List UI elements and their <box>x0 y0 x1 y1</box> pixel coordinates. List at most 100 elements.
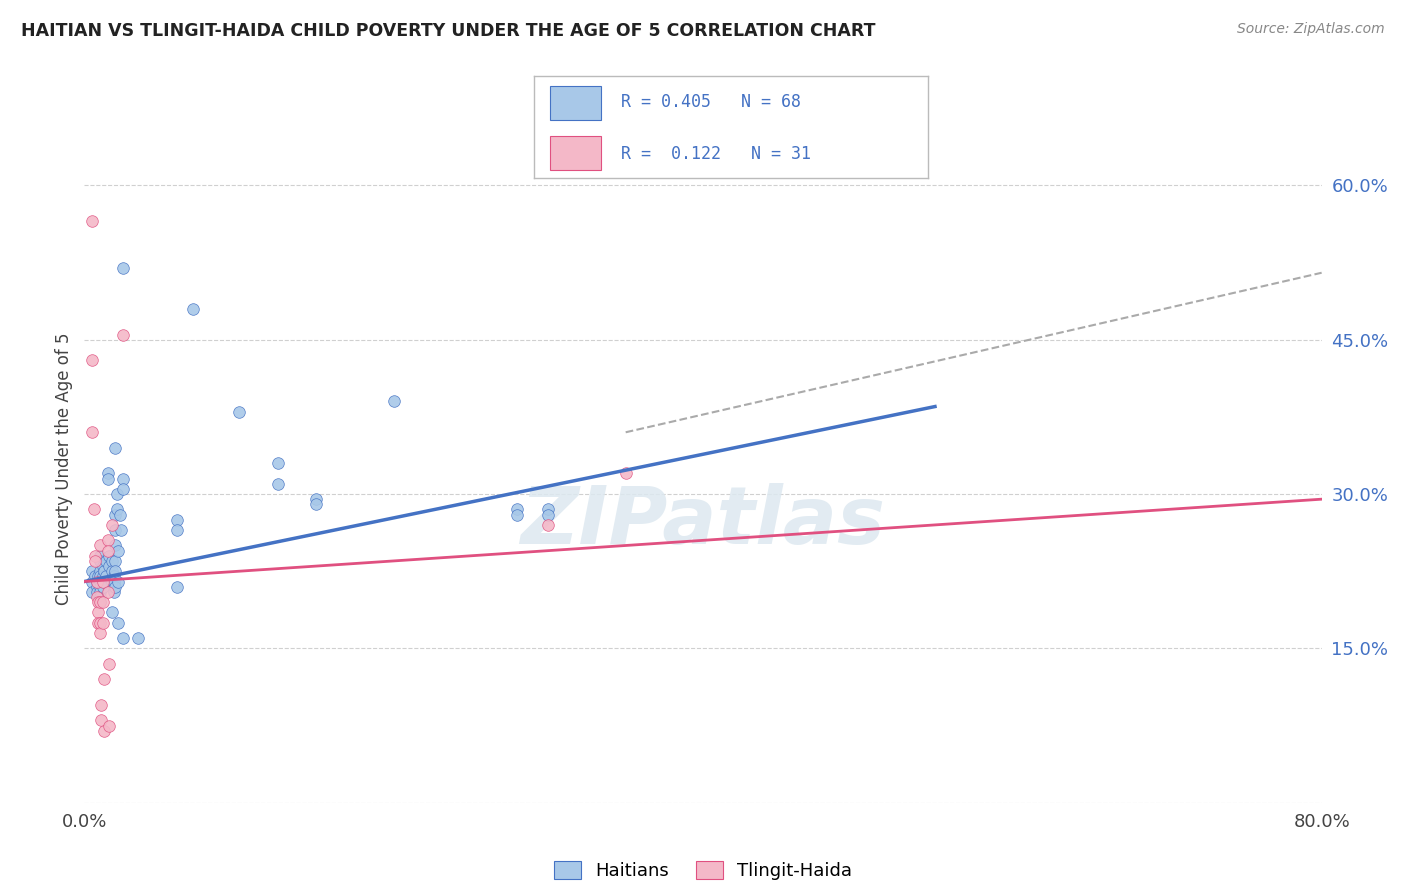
Point <box>93 574 115 589</box>
Point <box>98 549 121 563</box>
Point <box>91 559 114 574</box>
Point <box>97 543 120 558</box>
Point <box>89 615 111 630</box>
Point <box>506 502 529 516</box>
Point <box>104 441 127 455</box>
Point <box>228 405 250 419</box>
Point <box>537 508 560 522</box>
Point <box>86 590 108 604</box>
Point <box>506 508 529 522</box>
Point <box>537 517 560 532</box>
Point <box>166 513 188 527</box>
Point <box>267 476 290 491</box>
Point <box>128 631 150 645</box>
Point <box>91 569 114 583</box>
Point <box>84 549 107 563</box>
Point <box>104 564 127 578</box>
Point <box>89 554 111 568</box>
Point <box>104 523 127 537</box>
Point <box>93 673 115 687</box>
Text: HAITIAN VS TLINGIT-HAIDA CHILD POVERTY UNDER THE AGE OF 5 CORRELATION CHART: HAITIAN VS TLINGIT-HAIDA CHILD POVERTY U… <box>21 22 876 40</box>
Point <box>101 606 124 620</box>
Point <box>101 554 124 568</box>
Point <box>108 508 131 522</box>
Point <box>267 456 290 470</box>
Point <box>112 482 135 496</box>
Point <box>107 615 129 630</box>
Point <box>382 394 405 409</box>
Point <box>87 615 110 630</box>
Point <box>94 569 117 583</box>
Point <box>101 564 124 578</box>
Point <box>82 564 104 578</box>
Point <box>104 508 127 522</box>
Point <box>82 574 104 589</box>
Point <box>181 301 204 316</box>
Point <box>86 574 108 589</box>
Point <box>97 584 120 599</box>
Point <box>83 502 105 516</box>
Point <box>87 595 110 609</box>
Point <box>105 487 128 501</box>
Point <box>98 657 121 671</box>
Point <box>614 467 637 481</box>
Point <box>90 698 112 712</box>
Point <box>112 327 135 342</box>
Point <box>91 615 114 630</box>
Point <box>89 584 111 599</box>
Point <box>82 425 104 440</box>
Point <box>110 523 132 537</box>
Point <box>89 626 111 640</box>
Point <box>91 574 114 589</box>
Point <box>104 580 127 594</box>
Point <box>98 559 121 574</box>
Point <box>112 472 135 486</box>
Point <box>104 539 127 553</box>
Point <box>89 595 111 609</box>
Point <box>89 590 111 604</box>
Point <box>107 543 129 558</box>
Point <box>101 517 124 532</box>
Point <box>91 595 114 609</box>
Point <box>101 574 124 589</box>
Point <box>89 564 111 578</box>
Point <box>89 595 111 609</box>
Point <box>86 584 108 599</box>
Text: ZIPatlas: ZIPatlas <box>520 483 886 561</box>
Point <box>89 539 111 553</box>
Point <box>166 523 188 537</box>
Point <box>103 574 125 589</box>
Point <box>97 467 120 481</box>
Point <box>93 564 115 578</box>
Point <box>98 718 121 732</box>
FancyBboxPatch shape <box>550 136 602 170</box>
Point <box>87 569 110 583</box>
Point <box>82 353 104 368</box>
Point <box>112 631 135 645</box>
Point <box>93 723 115 738</box>
Point <box>86 574 108 589</box>
Point <box>94 554 117 568</box>
Point <box>103 569 125 583</box>
Y-axis label: Child Poverty Under the Age of 5: Child Poverty Under the Age of 5 <box>55 332 73 605</box>
Point <box>166 580 188 594</box>
Point <box>104 554 127 568</box>
Point <box>89 569 111 583</box>
Point <box>97 533 120 548</box>
Point <box>89 580 111 594</box>
Point <box>90 714 112 728</box>
Point <box>107 574 129 589</box>
Text: Source: ZipAtlas.com: Source: ZipAtlas.com <box>1237 22 1385 37</box>
Legend: Haitians, Tlingit-Haida: Haitians, Tlingit-Haida <box>547 854 859 888</box>
Point <box>91 580 114 594</box>
Point <box>82 214 104 228</box>
Point <box>84 554 107 568</box>
Text: R =  0.122   N = 31: R = 0.122 N = 31 <box>621 145 811 162</box>
Point <box>89 549 111 563</box>
Point <box>112 260 135 275</box>
Point <box>82 584 104 599</box>
Point <box>86 580 108 594</box>
FancyBboxPatch shape <box>550 87 602 120</box>
Point <box>87 606 110 620</box>
Point <box>305 497 328 511</box>
